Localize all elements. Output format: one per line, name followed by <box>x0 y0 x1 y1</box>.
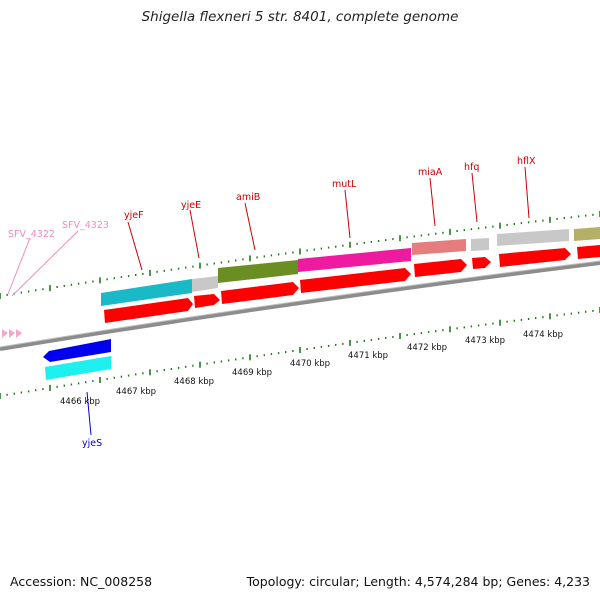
accession-text: Accession: NC_008258 <box>10 574 153 589</box>
cds-arrow-hfq[interactable] <box>472 257 491 269</box>
kbp-label: 4474 kbp <box>523 330 563 340</box>
gene-feature-miaA[interactable] <box>412 239 466 255</box>
gene-feature-mutL[interactable] <box>298 248 411 272</box>
cds-arrow-yjeE[interactable] <box>194 294 220 308</box>
kbp-label: 4468 kbp <box>174 377 214 387</box>
label-leaders <box>7 166 530 436</box>
gene-features[interactable] <box>101 227 600 306</box>
gene-feature-hflX[interactable] <box>497 229 569 246</box>
gene-feature-yjeS[interactable] <box>45 356 111 380</box>
lower-tick-track <box>0 307 600 399</box>
kbp-label: 4467 kbp <box>116 387 156 397</box>
gene-label-sfv4323: SFV_4323 <box>62 220 109 231</box>
upper-tick-track <box>0 211 600 299</box>
cds-arrow-yjeF[interactable] <box>104 298 193 323</box>
kbp-label: 4466 kbp <box>60 397 100 407</box>
gene-label-amib: amiB <box>236 192 260 203</box>
cds-arrows[interactable] <box>104 245 600 323</box>
gene-feature-hfq[interactable] <box>471 238 489 251</box>
gene-feature-yjeE[interactable] <box>192 276 218 292</box>
map-title: Shigella flexneri 5 str. 8401, complete … <box>141 9 459 25</box>
gene-label-sfv4322: SFV_4322 <box>8 229 55 240</box>
cds-arrow-miaA[interactable] <box>414 259 467 277</box>
gene-feature-next[interactable] <box>574 227 600 241</box>
cds-arrow-yjeS[interactable] <box>43 339 111 362</box>
kbp-label: 4470 kbp <box>290 359 330 369</box>
kbp-labels: 4466 kbp 4467 kbp 4468 kbp 4469 kbp 4470… <box>60 330 563 407</box>
kbp-label: 4473 kbp <box>465 336 505 346</box>
gene-feature-amiB[interactable] <box>218 260 298 283</box>
cds-arrow-amiB[interactable] <box>221 282 299 304</box>
genome-backbone <box>0 261 600 351</box>
cds-arrow-mutL[interactable] <box>300 268 411 293</box>
gene-label-yjef: yjeF <box>124 210 144 221</box>
cds-arrow-hflX[interactable] <box>499 248 571 267</box>
kbp-label: 4471 kbp <box>348 351 388 361</box>
kbp-label: 4469 kbp <box>232 368 272 378</box>
cds-arrow-next[interactable] <box>577 245 600 259</box>
gene-label-yjes: yjeS <box>82 438 102 449</box>
gene-labels: SFV_4322 SFV_4323 yjeF yjeE amiB mutL mi… <box>8 156 536 449</box>
gene-label-hfq: hfq <box>464 162 479 173</box>
small-arrows-icon <box>2 329 22 338</box>
gene-label-hflx: hflX <box>517 156 536 167</box>
genome-summary-text: Topology: circular; Length: 4,574,284 bp… <box>246 574 590 589</box>
gene-feature-yjeF[interactable] <box>101 279 192 306</box>
gene-label-miaa: miaA <box>418 167 443 178</box>
gene-label-yjee: yjeE <box>181 200 201 211</box>
gene-label-mutl: mutL <box>332 179 357 190</box>
kbp-label: 4472 kbp <box>407 343 447 353</box>
